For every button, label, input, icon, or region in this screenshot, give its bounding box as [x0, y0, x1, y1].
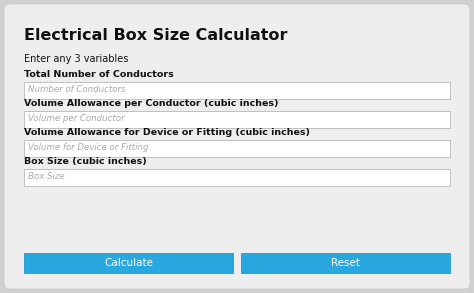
Text: Reset: Reset — [331, 258, 360, 268]
Text: Calculate: Calculate — [104, 258, 153, 268]
Text: Enter any 3 variables: Enter any 3 variables — [24, 54, 128, 64]
Text: Number of Conductors: Number of Conductors — [28, 85, 126, 94]
Text: Total Number of Conductors: Total Number of Conductors — [24, 70, 174, 79]
Text: Electrical Box Size Calculator: Electrical Box Size Calculator — [24, 28, 288, 43]
FancyBboxPatch shape — [24, 82, 450, 99]
FancyBboxPatch shape — [241, 253, 450, 273]
Text: Box Size: Box Size — [28, 172, 64, 181]
Text: Volume for Device or Fitting: Volume for Device or Fitting — [28, 143, 148, 152]
Text: Box Size (cubic inches): Box Size (cubic inches) — [24, 157, 147, 166]
FancyBboxPatch shape — [24, 169, 450, 186]
Text: Volume per Conductor: Volume per Conductor — [28, 114, 125, 123]
FancyBboxPatch shape — [24, 140, 450, 157]
FancyBboxPatch shape — [24, 253, 233, 273]
Text: Volume Allowance per Conductor (cubic inches): Volume Allowance per Conductor (cubic in… — [24, 99, 279, 108]
FancyBboxPatch shape — [24, 111, 450, 128]
Text: Volume Allowance for Device or Fitting (cubic inches): Volume Allowance for Device or Fitting (… — [24, 128, 310, 137]
FancyBboxPatch shape — [4, 4, 470, 289]
